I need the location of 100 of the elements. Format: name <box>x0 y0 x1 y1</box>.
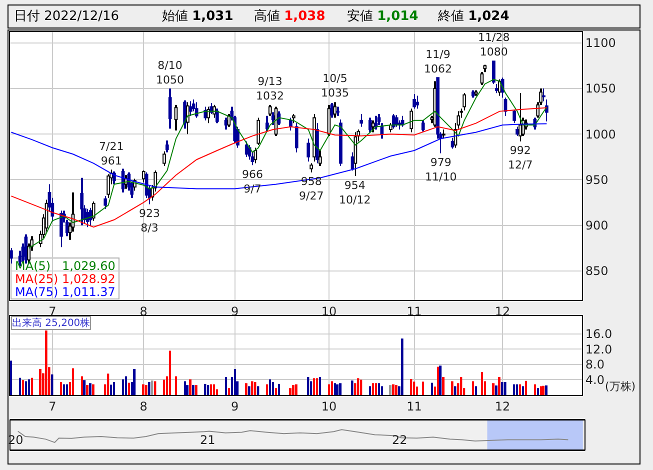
bar <box>295 384 298 395</box>
bar <box>369 386 371 395</box>
bar <box>63 384 65 395</box>
y-tick-label: 1050 <box>585 82 616 96</box>
annotation: 7/21 961 <box>99 140 124 168</box>
y-axis-title: (万株) <box>605 380 636 393</box>
bar <box>519 384 522 395</box>
bar <box>413 382 416 395</box>
text: 安値 1,014 <box>347 8 418 24</box>
bar <box>375 383 377 395</box>
bar <box>289 388 292 395</box>
bar <box>248 386 250 395</box>
bar <box>45 330 48 395</box>
bar <box>89 383 92 395</box>
y-tick-label: 900 <box>585 218 608 232</box>
x-tick-label: 12 <box>494 399 510 414</box>
bar <box>422 382 424 395</box>
bar <box>328 384 330 395</box>
bar <box>481 372 483 395</box>
bar <box>269 379 271 395</box>
bar <box>504 382 506 395</box>
bar <box>442 377 445 395</box>
y-tick-label: 1100 <box>585 36 616 50</box>
bar <box>225 377 227 395</box>
bar <box>204 384 206 395</box>
x-tick-label: 8 <box>140 399 148 414</box>
bar <box>142 384 144 395</box>
bar <box>316 378 318 395</box>
text: 高値 1,038 <box>254 8 326 24</box>
bar <box>498 377 500 395</box>
bar <box>195 385 198 395</box>
text: 日付 2022/12/16 <box>14 9 120 24</box>
text: 終値 1,024 <box>437 9 510 24</box>
bar <box>540 386 542 395</box>
bar <box>257 386 260 395</box>
bar <box>392 384 395 395</box>
text: 始値 1,031 <box>162 9 234 24</box>
bar <box>31 378 33 395</box>
bar <box>86 385 89 395</box>
bar <box>410 378 412 395</box>
text: MA(25) <box>15 272 58 286</box>
bar <box>475 386 477 395</box>
bar <box>275 388 277 395</box>
annotation: 1,029.60 <box>62 259 116 273</box>
chart-title: 出来高 25,200株 <box>12 317 90 329</box>
annotation: 1,028.92 <box>62 272 116 286</box>
bar <box>145 385 148 395</box>
bar <box>472 381 474 395</box>
bar <box>292 385 294 395</box>
bar <box>72 368 74 395</box>
bar <box>192 385 194 395</box>
y-tick-label: 1000 <box>585 127 616 142</box>
bar <box>522 386 524 395</box>
bar <box>439 366 442 395</box>
bar <box>39 369 42 395</box>
bar <box>228 388 230 395</box>
bar <box>213 384 216 395</box>
candlestick <box>542 88 546 102</box>
x-tick-label: 9 <box>231 399 239 414</box>
bar <box>51 374 54 395</box>
bar <box>128 382 130 395</box>
bar <box>525 380 527 395</box>
y-tick-label: 12.0 <box>585 342 612 356</box>
bar <box>372 383 374 395</box>
bar <box>125 376 127 395</box>
annotation: 992 12/7 <box>508 144 533 172</box>
bar <box>107 374 110 395</box>
bar <box>395 385 398 395</box>
bar <box>25 381 27 395</box>
bar <box>492 383 495 395</box>
annotation: 9/13 1032 <box>256 75 284 102</box>
series-label: MA(5) <box>15 259 51 273</box>
bar <box>516 384 518 395</box>
bar <box>545 385 548 395</box>
annotation: 954 10/12 <box>339 179 371 206</box>
annotation: 923 8/3 <box>139 207 160 234</box>
x-tick-label: 7 <box>48 304 56 318</box>
bar <box>92 384 94 395</box>
x-tick-label: 10 <box>321 399 337 414</box>
annotation: 11/9 1062 <box>424 48 452 76</box>
x-tick-label: 21 <box>200 433 216 447</box>
bar <box>133 369 136 395</box>
bar <box>60 382 62 395</box>
bar <box>148 382 150 395</box>
bar <box>307 377 310 395</box>
x-tick-label: 22 <box>392 433 408 447</box>
bar <box>451 381 454 395</box>
bar <box>10 360 12 395</box>
bar <box>437 366 439 395</box>
annotation: 979 11/10 <box>425 156 457 184</box>
bar <box>313 378 316 395</box>
bar <box>254 382 256 395</box>
bar <box>351 380 354 395</box>
bar <box>378 383 380 395</box>
bar <box>537 388 539 395</box>
bar <box>234 369 236 395</box>
bar <box>66 384 68 395</box>
bar <box>310 381 312 395</box>
bar <box>245 383 248 395</box>
bar <box>331 381 333 395</box>
